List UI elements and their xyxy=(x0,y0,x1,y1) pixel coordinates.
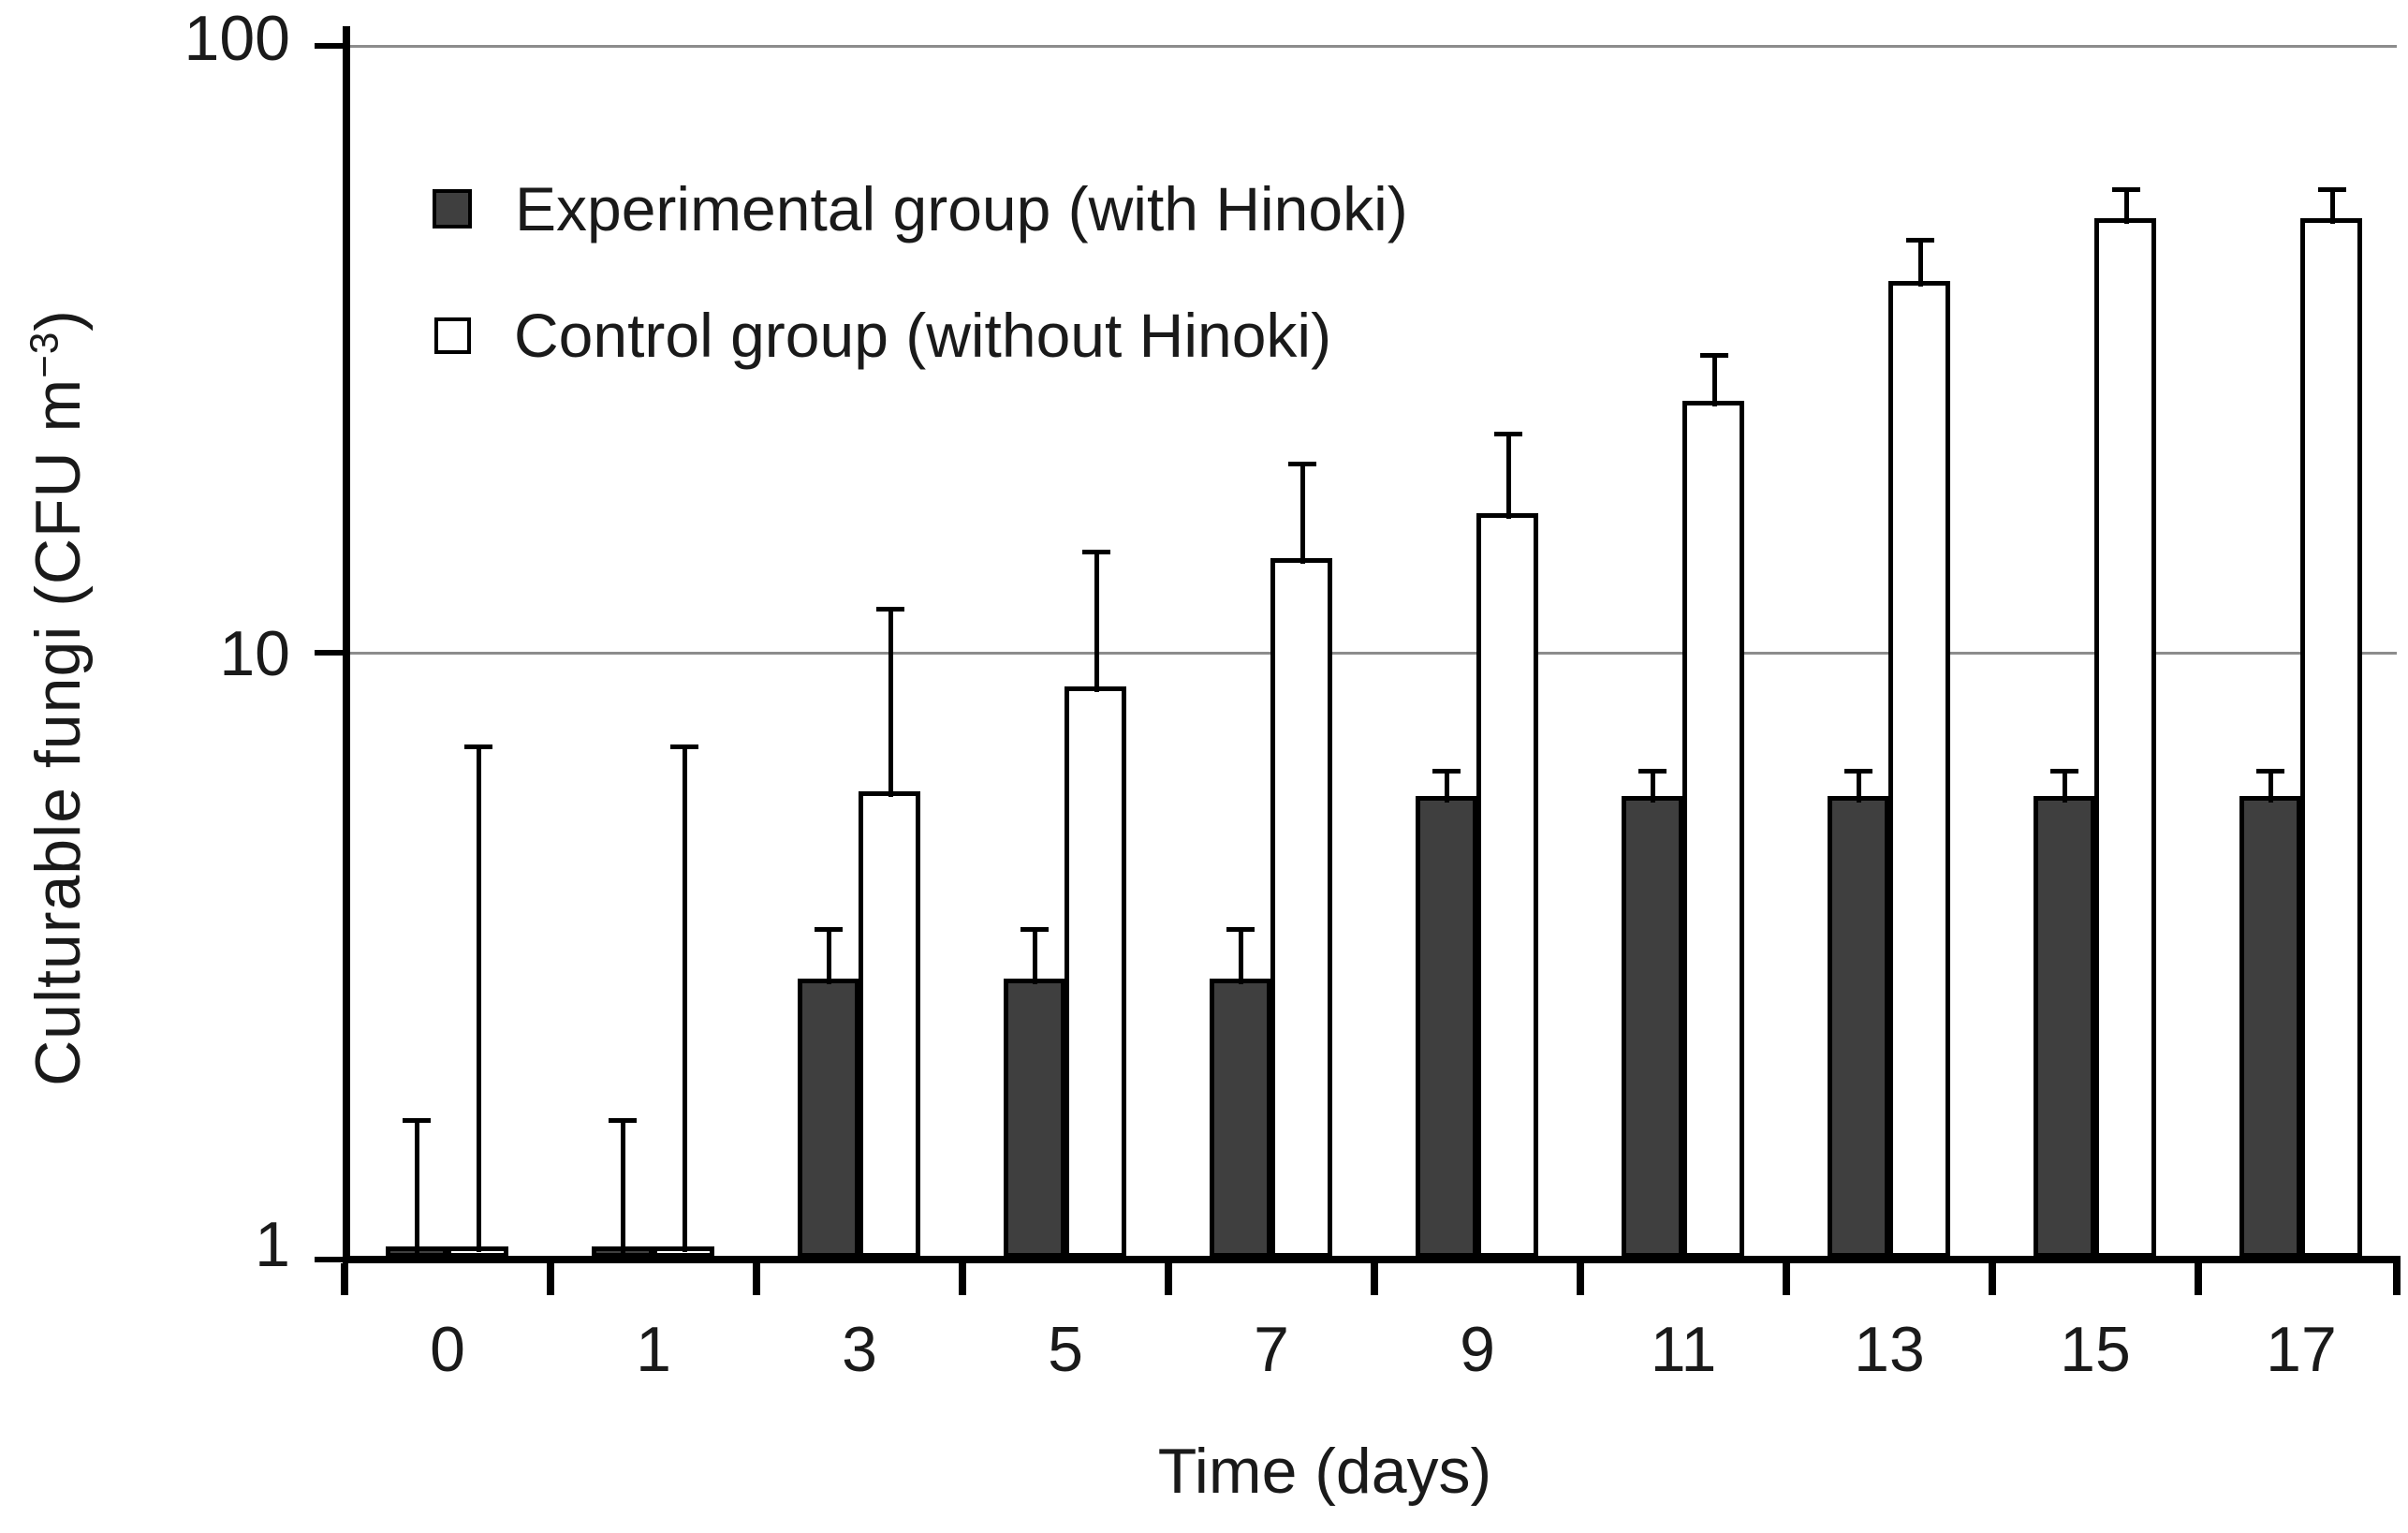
y-tick-label-100: 100 xyxy=(184,3,290,74)
legend-label-experimental: Experimental group (with Hinoki) xyxy=(515,174,1408,243)
error-bar-cap-control-day-0 xyxy=(464,744,492,749)
x-tick-5 xyxy=(1371,1263,1378,1295)
x-tick-label-1: 1 xyxy=(636,1314,671,1385)
legend-swatch-experimental xyxy=(433,189,472,228)
bar-control-day-17 xyxy=(2300,218,2362,1258)
error-bar-experimental-day-3 xyxy=(827,929,831,984)
y-tick-1 xyxy=(315,1257,343,1262)
error-bar-cap-control-day-15 xyxy=(2112,187,2140,192)
error-bar-cap-experimental-day-0 xyxy=(403,1118,431,1123)
y-tick-label-1: 1 xyxy=(255,1209,290,1280)
error-bar-control-day-1 xyxy=(683,746,687,1252)
bar-experimental-day-3 xyxy=(798,979,859,1258)
bar-experimental-day-11 xyxy=(1622,796,1683,1258)
x-tick-label-0: 0 xyxy=(430,1314,465,1385)
error-bar-cap-control-day-3 xyxy=(876,607,904,612)
x-tick-8 xyxy=(1989,1263,1996,1295)
error-bar-experimental-day-11 xyxy=(1651,771,1655,803)
bar-control-day-3 xyxy=(859,791,920,1258)
x-tick-4 xyxy=(1165,1263,1172,1295)
gridline-100 xyxy=(350,45,2397,48)
bar-control-day-11 xyxy=(1682,401,1744,1258)
error-bar-control-day-3 xyxy=(888,609,893,797)
y-tick-label-10: 10 xyxy=(219,618,290,689)
bar-control-day-9 xyxy=(1476,513,1538,1258)
x-tick-0 xyxy=(341,1263,348,1295)
legend-item-control: Control group (without Hinoki) xyxy=(434,301,1331,370)
error-bar-cap-control-day-13 xyxy=(1906,238,1934,243)
x-tick-label-17: 17 xyxy=(2266,1314,2337,1385)
bar-control-day-7 xyxy=(1270,558,1332,1258)
x-tick-label-7: 7 xyxy=(1254,1314,1289,1385)
y-axis-title-text: Culturable fungi (CFU m xyxy=(22,377,94,1086)
error-bar-cap-experimental-day-13 xyxy=(1844,769,1872,774)
error-bar-control-day-15 xyxy=(2124,189,2129,224)
error-bar-cap-experimental-day-11 xyxy=(1638,769,1667,774)
error-bar-cap-control-day-5 xyxy=(1082,550,1110,554)
error-bar-cap-experimental-day-1 xyxy=(609,1118,637,1123)
legend-label-control: Control group (without Hinoki) xyxy=(514,301,1332,370)
error-bar-control-day-17 xyxy=(2330,189,2335,224)
x-tick-9 xyxy=(2195,1263,2202,1295)
x-tick-3 xyxy=(959,1263,966,1295)
error-bar-cap-control-day-17 xyxy=(2318,187,2346,192)
y-axis-title-superscript: −3 xyxy=(22,331,66,378)
y-axis-title-suffix: ) xyxy=(22,309,94,332)
x-axis xyxy=(343,1256,2401,1263)
x-tick-label-3: 3 xyxy=(842,1314,877,1385)
error-bar-cap-experimental-day-17 xyxy=(2256,769,2284,774)
error-bar-experimental-day-13 xyxy=(1857,771,1861,803)
bar-experimental-day-13 xyxy=(1828,796,1889,1258)
bar-control-day-15 xyxy=(2094,218,2156,1258)
error-bar-cap-experimental-day-9 xyxy=(1432,769,1461,774)
x-tick-label-13: 13 xyxy=(1854,1314,1925,1385)
x-tick-label-15: 15 xyxy=(2060,1314,2131,1385)
error-bar-experimental-day-7 xyxy=(1239,929,1243,984)
error-bar-control-day-13 xyxy=(1918,240,1923,287)
bar-experimental-day-5 xyxy=(1004,979,1065,1258)
error-bar-cap-experimental-day-15 xyxy=(2050,769,2078,774)
bar-experimental-day-7 xyxy=(1210,979,1271,1258)
y-axis-title: Culturable fungi (CFU m−3) xyxy=(22,309,95,1086)
x-tick-7 xyxy=(1783,1263,1790,1295)
legend-swatch-control xyxy=(434,317,471,354)
x-axis-title: Time (days) xyxy=(1157,1436,1492,1507)
error-bar-experimental-day-17 xyxy=(2269,771,2273,803)
error-bar-cap-experimental-day-5 xyxy=(1020,927,1049,932)
error-bar-cap-control-day-7 xyxy=(1288,462,1316,466)
error-bar-experimental-day-9 xyxy=(1445,771,1449,803)
error-bar-cap-control-day-1 xyxy=(670,744,698,749)
y-tick-100 xyxy=(315,43,343,49)
bar-experimental-day-17 xyxy=(2239,796,2301,1258)
x-tick-label-5: 5 xyxy=(1048,1314,1083,1385)
bar-experimental-day-9 xyxy=(1416,796,1477,1258)
bar-experimental-day-15 xyxy=(2034,796,2095,1258)
error-bar-experimental-day-0 xyxy=(415,1120,419,1253)
error-bar-cap-experimental-day-3 xyxy=(815,927,843,932)
error-bar-experimental-day-1 xyxy=(621,1120,625,1253)
error-bar-experimental-day-15 xyxy=(2063,771,2067,803)
error-bar-experimental-day-5 xyxy=(1033,929,1037,984)
y-axis xyxy=(343,26,350,1263)
x-tick-2 xyxy=(753,1263,760,1295)
error-bar-control-day-5 xyxy=(1094,552,1099,692)
x-tick-label-11: 11 xyxy=(1650,1314,1717,1385)
gridline-10 xyxy=(350,652,2397,655)
legend-item-experimental: Experimental group (with Hinoki) xyxy=(433,174,1408,243)
y-tick-10 xyxy=(315,650,343,656)
error-bar-control-day-11 xyxy=(1712,355,1717,406)
x-tick-10 xyxy=(2393,1263,2401,1295)
bar-control-day-13 xyxy=(1888,281,1950,1258)
x-tick-6 xyxy=(1577,1263,1584,1295)
error-bar-control-day-9 xyxy=(1506,434,1511,519)
bar-control-day-5 xyxy=(1065,686,1126,1258)
error-bar-control-day-0 xyxy=(477,746,481,1252)
error-bar-cap-control-day-9 xyxy=(1494,432,1522,436)
error-bar-cap-experimental-day-7 xyxy=(1226,927,1255,932)
error-bar-cap-control-day-11 xyxy=(1700,353,1728,358)
x-tick-1 xyxy=(547,1263,554,1295)
error-bar-control-day-7 xyxy=(1300,464,1305,564)
x-tick-label-9: 9 xyxy=(1460,1314,1495,1385)
